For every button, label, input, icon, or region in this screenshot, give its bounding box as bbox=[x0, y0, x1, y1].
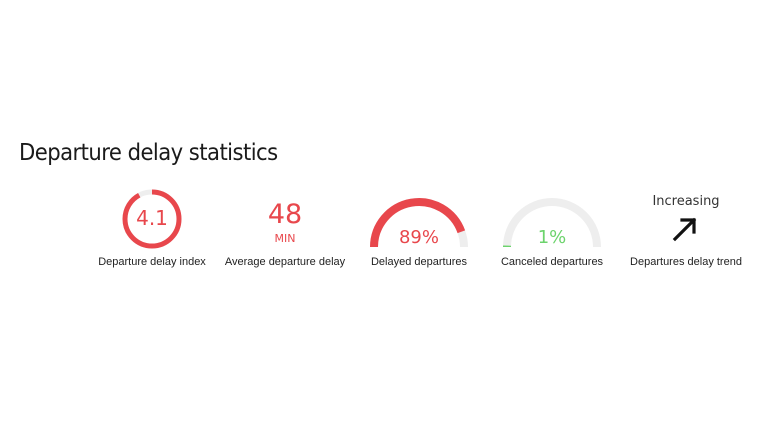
delay-index-gauge: 4.1 bbox=[82, 186, 222, 252]
average-delay-value: 48 bbox=[267, 199, 303, 230]
stat-delay-index: 4.1 Departure delay index bbox=[82, 186, 222, 270]
trend-value: Increasing bbox=[652, 194, 720, 209]
delayed-value: 89% bbox=[398, 227, 439, 248]
canceled-gauge: 1% bbox=[482, 186, 622, 252]
section-title: Departure delay statistics bbox=[19, 140, 278, 166]
stat-delayed: 89% Delayed departures bbox=[349, 186, 489, 270]
canceled-label: Canceled departures bbox=[500, 256, 604, 268]
delayed-gauge: 89% bbox=[349, 186, 489, 252]
delayed-label: Delayed departures bbox=[370, 256, 467, 268]
stat-average-delay: 48 MIN Average departure delay bbox=[215, 186, 355, 270]
stat-trend: Increasing Departures delay trend bbox=[616, 186, 756, 270]
semi-gauge bbox=[503, 198, 601, 248]
trend-display: Increasing bbox=[616, 186, 756, 252]
average-delay-label: Average departure delay bbox=[224, 256, 346, 268]
canceled-value: 1% bbox=[537, 227, 567, 248]
delay-index-value: 4.1 bbox=[136, 206, 168, 230]
trend-label: Departures delay trend bbox=[630, 256, 742, 268]
delay-index-label: Departure delay index bbox=[98, 256, 206, 268]
arrow-up-right-icon bbox=[672, 217, 697, 242]
ring-gauge bbox=[122, 189, 182, 249]
semi-gauge-fill bbox=[370, 198, 466, 248]
stat-canceled: 1% Canceled departures bbox=[482, 186, 622, 270]
semi-gauge-track bbox=[503, 198, 601, 248]
semi-gauge bbox=[370, 198, 468, 248]
ring-fill bbox=[122, 189, 182, 249]
average-delay-unit: MIN bbox=[274, 232, 296, 245]
average-delay-display: 48 MIN bbox=[215, 186, 355, 252]
